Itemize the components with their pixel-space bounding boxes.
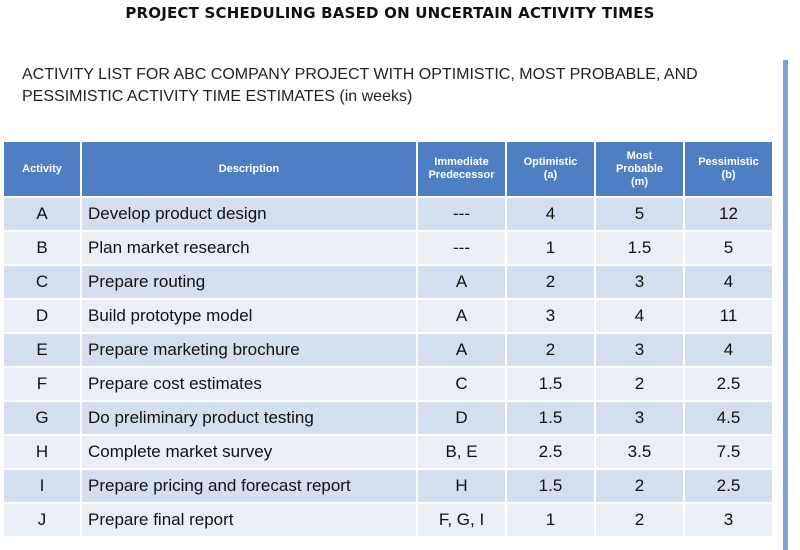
cell-description: Develop product design <box>80 196 418 232</box>
cell-predecessor: D <box>416 400 507 436</box>
table-row: C Prepare routing A 2 3 4 <box>2 264 774 300</box>
table-row: B Plan market research --- 1 1.5 5 <box>2 230 774 266</box>
table-row: A Develop product design --- 4 5 12 <box>2 196 774 232</box>
header-pessimistic: Pessimistic (b) <box>683 140 774 198</box>
cell-description: Plan market research <box>80 230 418 266</box>
cell-optimistic: 3 <box>505 298 596 334</box>
cell-predecessor: F, G, I <box>416 502 507 538</box>
cell-predecessor: A <box>416 298 507 334</box>
cell-most-probable: 2 <box>594 366 685 402</box>
cell-description: Do preliminary product testing <box>80 400 418 436</box>
cell-most-probable: 4 <box>594 298 685 334</box>
cell-pessimistic: 5 <box>683 230 774 266</box>
cell-pessimistic: 7.5 <box>683 434 774 470</box>
table-row: F Prepare cost estimates C 1.5 2 2.5 <box>2 366 774 402</box>
cell-activity: I <box>2 468 82 504</box>
header-activity: Activity <box>2 140 82 198</box>
header-description: Description <box>80 140 418 198</box>
caption-line-1: ACTIVITY LIST FOR ABC COMPANY PROJECT WI… <box>22 66 698 83</box>
table-header-row: Activity Description Immediate Predecess… <box>2 140 774 198</box>
table-row: H Complete market survey B, E 2.5 3.5 7.… <box>2 434 774 470</box>
cell-activity: E <box>2 332 82 368</box>
cell-pessimistic: 2.5 <box>683 366 774 402</box>
cell-most-probable: 3.5 <box>594 434 685 470</box>
cell-activity: C <box>2 264 82 300</box>
cell-optimistic: 1 <box>505 230 596 266</box>
cell-activity: G <box>2 400 82 436</box>
header-predecessor: Immediate Predecessor <box>416 140 507 198</box>
cell-description: Prepare final report <box>80 502 418 538</box>
cell-optimistic: 2.5 <box>505 434 596 470</box>
cell-optimistic: 1.5 <box>505 400 596 436</box>
cell-pessimistic: 4 <box>683 264 774 300</box>
cell-activity: D <box>2 298 82 334</box>
cell-activity: F <box>2 366 82 402</box>
cell-optimistic: 1.5 <box>505 468 596 504</box>
table-row: J Prepare final report F, G, I 1 2 3 <box>2 502 774 538</box>
cell-activity: A <box>2 196 82 232</box>
cell-pessimistic: 3 <box>683 502 774 538</box>
header-optimistic: Optimistic (a) <box>505 140 596 198</box>
cell-predecessor: --- <box>416 196 507 232</box>
cell-activity: H <box>2 434 82 470</box>
cell-description: Prepare cost estimates <box>80 366 418 402</box>
cell-most-probable: 5 <box>594 196 685 232</box>
cell-optimistic: 1 <box>505 502 596 538</box>
table-caption: ACTIVITY LIST FOR ABC COMPANY PROJECT WI… <box>22 64 762 108</box>
cell-pessimistic: 2.5 <box>683 468 774 504</box>
cell-pessimistic: 4 <box>683 332 774 368</box>
header-most-probable: Most Probable (m) <box>594 140 685 198</box>
table-row: E Prepare marketing brochure A 2 3 4 <box>2 332 774 368</box>
cell-activity: J <box>2 502 82 538</box>
cell-description: Prepare pricing and forecast report <box>80 468 418 504</box>
table-row: I Prepare pricing and forecast report H … <box>2 468 774 504</box>
cell-predecessor: H <box>416 468 507 504</box>
cell-most-probable: 3 <box>594 332 685 368</box>
cell-pessimistic: 12 <box>683 196 774 232</box>
cell-predecessor: B, E <box>416 434 507 470</box>
cell-most-probable: 2 <box>594 502 685 538</box>
cell-predecessor: --- <box>416 230 507 266</box>
cell-description: Prepare routing <box>80 264 418 300</box>
cell-pessimistic: 4.5 <box>683 400 774 436</box>
cell-predecessor: A <box>416 332 507 368</box>
page-title: PROJECT SCHEDULING BASED ON UNCERTAIN AC… <box>125 4 655 22</box>
cell-optimistic: 2 <box>505 332 596 368</box>
cell-optimistic: 4 <box>505 196 596 232</box>
cell-most-probable: 2 <box>594 468 685 504</box>
cell-description: Build prototype model <box>80 298 418 334</box>
cell-pessimistic: 11 <box>683 298 774 334</box>
cell-activity: B <box>2 230 82 266</box>
cell-most-probable: 1.5 <box>594 230 685 266</box>
cell-predecessor: C <box>416 366 507 402</box>
activity-table: Activity Description Immediate Predecess… <box>2 140 774 538</box>
caption-line-2: PESSIMISTIC ACTIVITY TIME ESTIMATES (in … <box>22 88 413 105</box>
table-row: G Do preliminary product testing D 1.5 3… <box>2 400 774 436</box>
cell-optimistic: 1.5 <box>505 366 596 402</box>
slide-accent-bar <box>783 60 788 550</box>
cell-most-probable: 3 <box>594 400 685 436</box>
cell-optimistic: 2 <box>505 264 596 300</box>
table-row: D Build prototype model A 3 4 11 <box>2 298 774 334</box>
cell-description: Complete market survey <box>80 434 418 470</box>
cell-most-probable: 3 <box>594 264 685 300</box>
cell-description: Prepare marketing brochure <box>80 332 418 368</box>
cell-predecessor: A <box>416 264 507 300</box>
